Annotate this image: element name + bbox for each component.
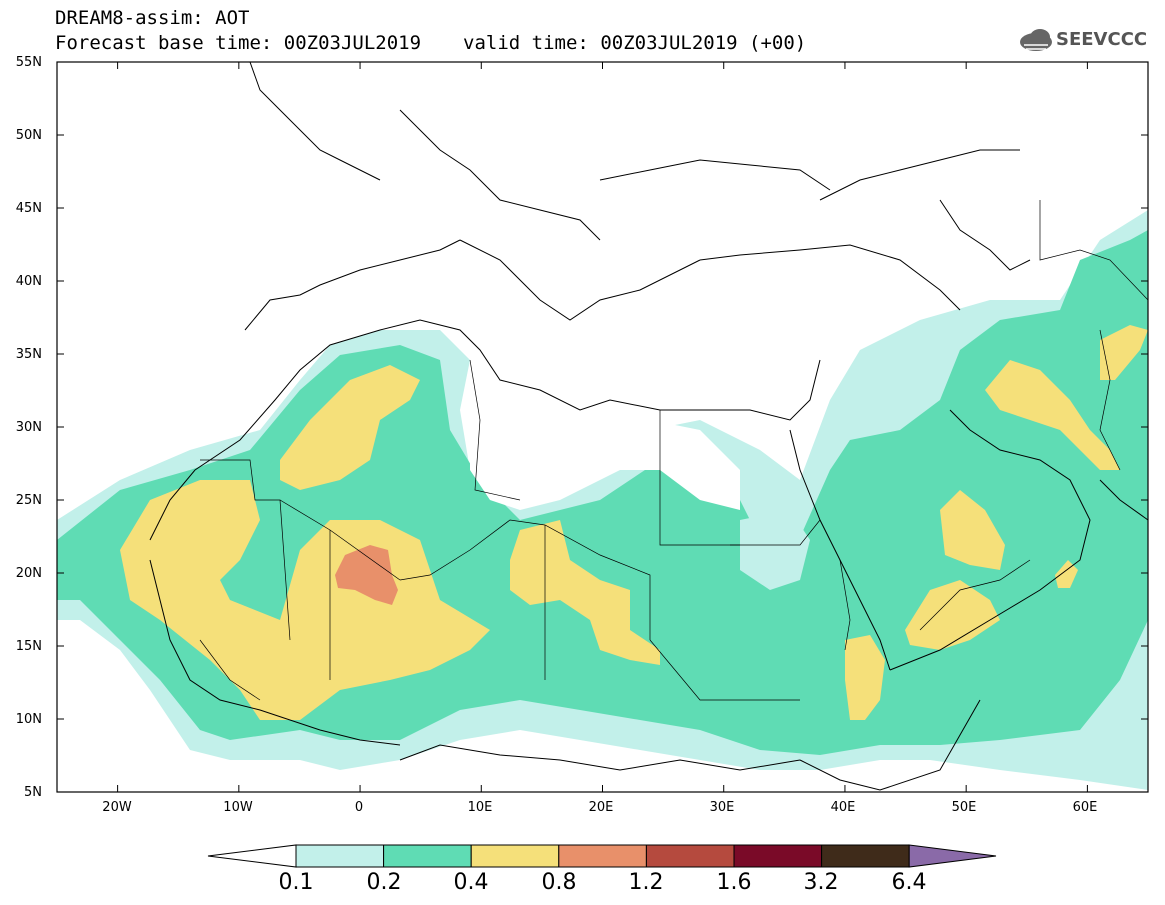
lat-label: 30N [15, 420, 42, 435]
colorbar-swatch [470, 844, 560, 868]
lon-label: 20E [588, 800, 614, 815]
colorbar-label: 0.8 [541, 870, 577, 895]
colorbar-swatch [295, 844, 385, 868]
colorbar-label: 0.4 [453, 870, 489, 895]
map-title: DREAM8-assim: AOT [55, 7, 250, 29]
colorbar-over-arrow [908, 844, 997, 868]
colorbar-label: 1.2 [628, 870, 664, 895]
colorbar-label: 3.2 [803, 870, 839, 895]
colorbar-label: 0.2 [366, 870, 402, 895]
seevccc-logo [1020, 29, 1052, 51]
cloud-icon [1020, 29, 1052, 51]
lon-label: 20W [102, 800, 132, 815]
lat-label: 10N [15, 712, 42, 727]
aot-contour-0.4-chad [510, 520, 660, 665]
lon-label: 30E [709, 800, 735, 815]
aot-contour-0.4-arabia [940, 490, 1005, 570]
lon-label: 60E [1072, 800, 1098, 815]
lon-label: 10E [467, 800, 493, 815]
aot-clear-sahara [470, 400, 740, 510]
lat-label: 15N [15, 639, 42, 654]
lat-label: 5N [24, 785, 42, 800]
aot-contour-0.4 [120, 480, 490, 720]
lat-label: 40N [15, 274, 42, 289]
lat-label: 45N [15, 201, 42, 216]
valid-time: valid time: 00Z03JUL2019 (+00) [463, 32, 807, 54]
colorbar-label: 0.1 [278, 870, 314, 895]
colorbar-swatch [558, 844, 647, 868]
lon-label: 50E [951, 800, 977, 815]
aot-contour-0.4-north [280, 365, 420, 490]
borders [199, 200, 1148, 701]
colorbar-under-arrow [207, 844, 297, 868]
colorbar-label: 1.6 [716, 870, 752, 895]
aot-clear-egypt [740, 510, 810, 590]
axis-ticks [57, 62, 1148, 792]
aot-contour-0.4-pak [1100, 325, 1148, 380]
lat-label: 20N [15, 566, 42, 581]
lat-label: 35N [15, 347, 42, 362]
aot-contour-0.4-yemen [905, 580, 1000, 650]
aot-contour-0.4-iran [985, 360, 1120, 470]
colorbar-swatch [733, 844, 823, 868]
aot-contour-0.8 [335, 545, 398, 605]
colorbar-swatch [645, 844, 735, 868]
lon-label: 10W [223, 800, 253, 815]
aot-contour-0.4-sudan [845, 635, 885, 720]
aot-contour-0.4-oman [1055, 560, 1078, 588]
lat-label: 50N [15, 128, 42, 143]
logo-text: SEEVCCC [1056, 29, 1148, 50]
map-subtitle: Forecast base time: 00Z03JUL2019 valid ti… [55, 33, 806, 53]
colorbar-swatch [383, 844, 472, 868]
lat-label: 55N [15, 55, 42, 70]
lat-label: 25N [15, 493, 42, 508]
lon-label: 40E [830, 800, 856, 815]
colorbar-swatch [821, 844, 910, 868]
lon-label: 0 [354, 800, 364, 815]
colorbar-label: 6.4 [891, 870, 927, 895]
coastlines [149, 62, 1148, 791]
base-time: Forecast base time: 00Z03JUL2019 [55, 32, 422, 54]
